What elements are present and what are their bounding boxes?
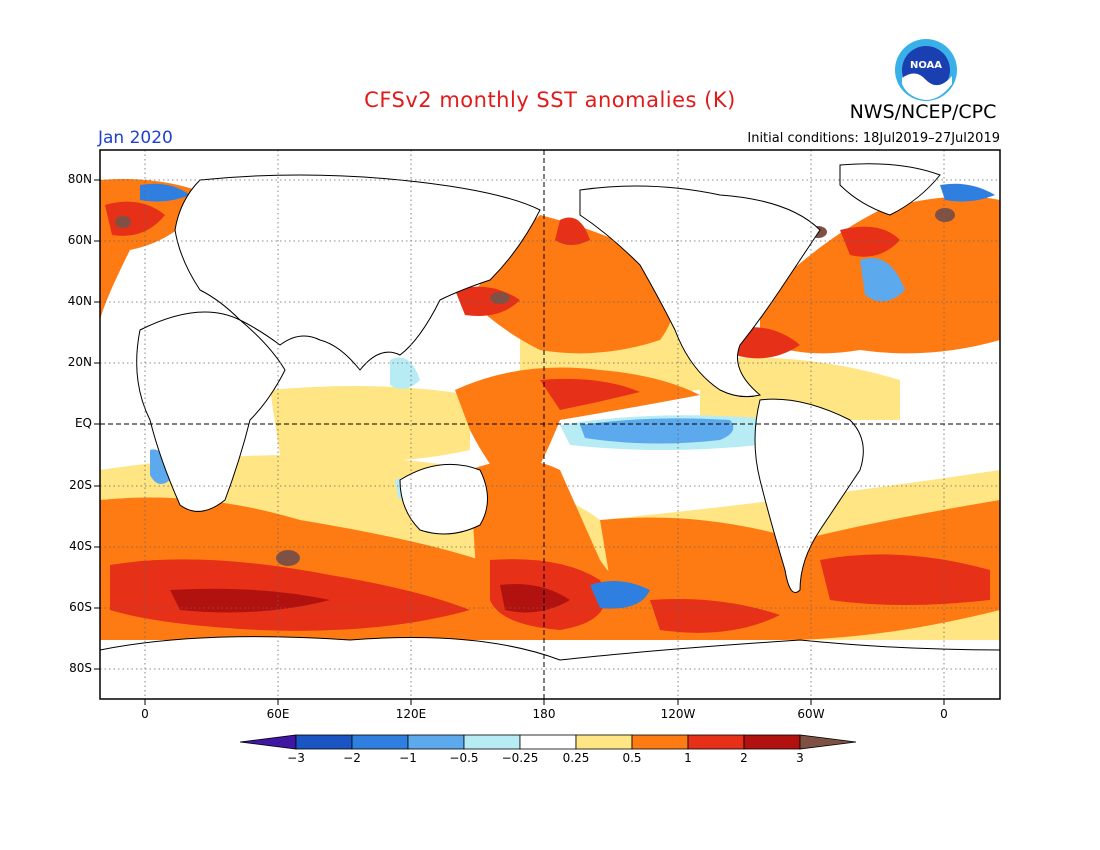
colorbar-swatch	[351, 734, 409, 750]
noaa-logo: NOAA	[895, 39, 957, 101]
lat-label: 60S	[69, 600, 92, 614]
lon-label: 60E	[266, 707, 290, 721]
chart-title: CFSv2 monthly SST anomalies (K)	[364, 88, 736, 112]
lon-label: 120E	[395, 707, 427, 721]
colorbar-swatch	[239, 734, 297, 750]
colorbar-swatch	[295, 734, 353, 750]
colorbar-label: −1	[399, 751, 417, 765]
colorbar-label: 3	[796, 751, 804, 765]
forecast-month: Jan 2020	[98, 128, 173, 148]
graticule	[100, 150, 1000, 699]
lon-label: 180	[532, 707, 556, 721]
colorbar-label: 2	[740, 751, 748, 765]
agency-label: NWS/NCEP/CPC	[849, 101, 997, 123]
lon-label: 0	[141, 707, 149, 721]
colorbar-label: −3	[287, 751, 305, 765]
lon-label: 120W	[660, 707, 696, 721]
colorbar	[239, 734, 857, 750]
lat-label: 40S	[69, 539, 92, 553]
colorbar-label: −0.5	[449, 751, 479, 765]
colorbar-label: −2	[343, 751, 361, 765]
colorbar-swatch	[631, 734, 689, 750]
colorbar-swatch	[575, 734, 633, 750]
colorbar-swatch	[799, 734, 857, 750]
lat-label: 80N	[67, 172, 92, 186]
initial-conditions: Initial conditions: 18Jul2019–27Jul2019	[747, 131, 1000, 146]
equator-dateline	[100, 150, 1000, 699]
colorbar-swatch	[407, 734, 465, 750]
lat-label: 20N	[67, 355, 92, 369]
lat-label: EQ	[74, 416, 92, 430]
colorbar-swatch	[687, 734, 745, 750]
colorbar-label: 0.25	[562, 751, 590, 765]
colorbar-label: 0.5	[622, 751, 642, 765]
lat-label: 40N	[67, 294, 92, 308]
colorbar-label: 1	[684, 751, 692, 765]
lat-label: 80S	[69, 661, 92, 675]
lon-label: 0	[940, 707, 948, 721]
svg-text:NOAA: NOAA	[910, 60, 942, 71]
colorbar-swatch	[743, 734, 801, 750]
land-masses	[100, 163, 1000, 699]
lon-label: 60W	[797, 707, 825, 721]
lat-label: 20S	[69, 478, 92, 492]
colorbar-swatch	[519, 734, 577, 750]
colorbar-swatch	[463, 734, 521, 750]
colorbar-label: −0.25	[501, 751, 539, 765]
lat-label: 60N	[67, 233, 92, 247]
